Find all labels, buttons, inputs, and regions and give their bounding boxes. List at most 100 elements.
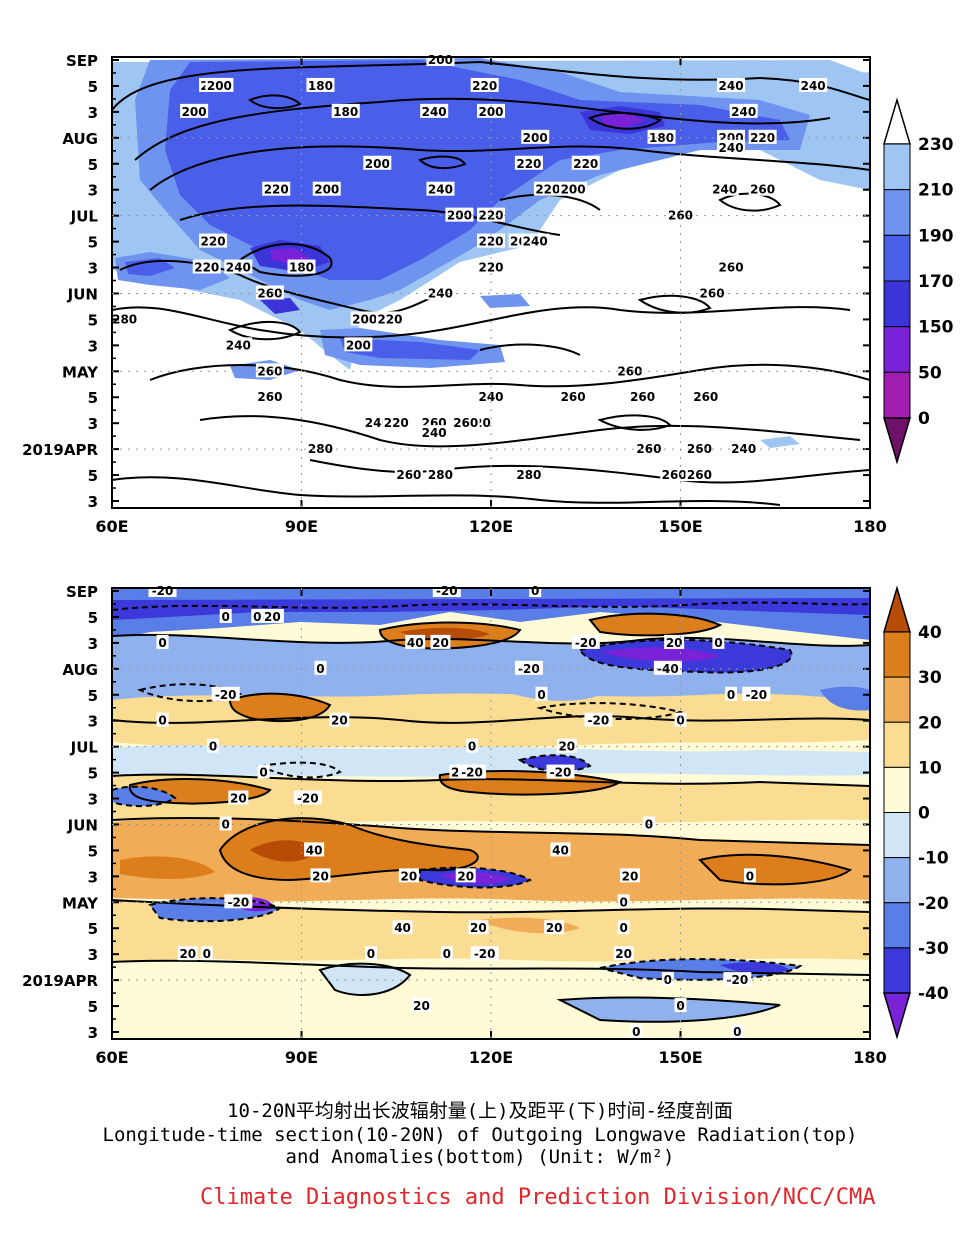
y-tick-label: 5 <box>88 842 98 860</box>
contour-label: 240 <box>422 426 447 440</box>
contour-label: 200 <box>207 79 232 93</box>
y-tick-label: 3 <box>88 791 98 809</box>
colorbar-tick-label: 230 <box>918 135 954 155</box>
contour-label: 180 <box>289 261 314 275</box>
contour-label: 20 <box>401 869 418 883</box>
contour-label: 0 <box>203 947 211 961</box>
colorbar-box <box>883 812 911 859</box>
contour-label-bg <box>110 311 139 326</box>
y-tick-label: 3 <box>88 1024 98 1042</box>
contour-label-bg <box>712 634 725 649</box>
olr-colorbar: 230 210 190 170 150 50 0 <box>882 97 954 465</box>
contour-label-bg <box>314 660 327 675</box>
contour-label-bg <box>571 634 600 649</box>
contour-label: 20 <box>470 921 487 935</box>
contour-label-bg <box>731 1024 744 1038</box>
contour-label: 220 <box>201 235 226 249</box>
contour-label: 20 <box>312 869 329 883</box>
contour-label-bg <box>723 972 752 987</box>
contour-label: 260 <box>687 442 712 456</box>
colorbar-box <box>883 676 911 723</box>
y-tick-label: 5 <box>88 156 98 174</box>
y-tick-label: SEP <box>66 52 98 70</box>
caption-chinese: 10-20N平均射出长波辐射量(上)及距平(下)时间-经度剖面 <box>227 1100 733 1122</box>
y-tick-label: 3 <box>88 635 98 653</box>
x-tick-label: 120E <box>469 1048 513 1067</box>
contour-label-bg <box>630 1024 643 1038</box>
olr-y-axis: SEP 5 3 AUG 5 3 JUL 5 3 JUN 5 3 MAY 5 3 2019APR 5 3 <box>22 52 870 511</box>
contour-label-bg <box>661 972 674 987</box>
colorbar-tick-label: 30 <box>918 668 942 688</box>
colorbar-box <box>883 721 911 768</box>
contour-label-bg <box>664 634 685 649</box>
contour-label-bg <box>219 608 232 623</box>
contour-label-bg <box>293 790 322 805</box>
contour-label-bg <box>200 946 213 961</box>
y-tick-label: JUN <box>67 816 98 834</box>
contour-label: 0 <box>537 688 545 702</box>
contour-label-bg <box>458 764 487 779</box>
colorbar-tick-label: 210 <box>918 181 954 201</box>
contour-label: 220 <box>516 157 541 171</box>
contour-label: 180 <box>308 79 333 93</box>
contour-label: 200 <box>428 53 453 67</box>
contour-label-bg <box>533 181 562 196</box>
y-tick-label: 3 <box>88 337 98 355</box>
caption-english-line1: Longitude-time section(10-20N) of Outgoi… <box>102 1124 858 1146</box>
contour-label: 0 <box>531 584 539 598</box>
contour-label-bg <box>691 389 720 404</box>
contour-label: 260 <box>257 286 282 300</box>
contour-label-bg <box>420 103 449 118</box>
contour-label-bg <box>550 842 571 857</box>
contour-label-bg <box>192 259 221 274</box>
contour-label-bg <box>430 634 451 649</box>
contour-label: 0 <box>733 1025 741 1039</box>
y-tick-label: 3 <box>88 182 98 200</box>
contour-label-bg <box>420 425 449 440</box>
y-tick-label: 5 <box>88 765 98 783</box>
contour-label-bg <box>514 467 543 482</box>
contour-label-bg <box>344 337 373 352</box>
x-tick-label: 180 <box>853 1048 886 1067</box>
colorbar-tick-label: 0 <box>918 804 930 824</box>
contour-label-bg <box>743 868 756 883</box>
contour-label: 240 <box>731 442 756 456</box>
contour-label-bg <box>666 207 695 222</box>
contour-label-bg <box>514 155 543 170</box>
contour-label-bg <box>628 389 657 404</box>
contour-label: 240 <box>719 141 744 155</box>
x-tick-label: 120E <box>469 517 513 536</box>
x-tick-label: 60E <box>95 517 128 536</box>
y-tick-label: 2019APR <box>22 441 98 459</box>
y-tick-label: 3 <box>88 493 98 511</box>
y-tick-label: 5 <box>88 311 98 329</box>
colorbar-tick-label: 50 <box>918 363 942 383</box>
contour-label: 240 <box>428 183 453 197</box>
credit-text: Climate Diagnostics and Prediction Divis… <box>200 1185 876 1210</box>
contour-label-bg <box>207 738 220 753</box>
contour-label-bg <box>180 103 209 118</box>
contour-label: 20 <box>230 792 247 806</box>
contour-label: 0 <box>714 636 722 650</box>
contour-label: 240 <box>422 105 447 119</box>
contour-label: 260 <box>396 468 421 482</box>
colorbar-box <box>883 234 911 282</box>
contour-label: 220 <box>384 416 409 430</box>
contour-label-bg <box>394 467 423 482</box>
colorbar-tick-label: 150 <box>918 318 954 338</box>
contour-label-bg <box>717 259 746 274</box>
contour-label: -20 <box>575 636 597 650</box>
colorbar-box <box>883 902 911 949</box>
colorbar-box <box>883 280 911 328</box>
y-tick-label: 5 <box>88 467 98 485</box>
contour-label: -20 <box>461 766 483 780</box>
y-tick-label: 5 <box>88 234 98 252</box>
contour-label: -20 <box>227 895 249 909</box>
contour-label: 180 <box>333 105 358 119</box>
contour-label: 180 <box>649 131 674 145</box>
contour-label: 200 <box>447 209 472 223</box>
x-tick-label: 90E <box>285 1048 318 1067</box>
y-tick-label: 3 <box>88 868 98 886</box>
contour-label: 240 <box>226 261 251 275</box>
